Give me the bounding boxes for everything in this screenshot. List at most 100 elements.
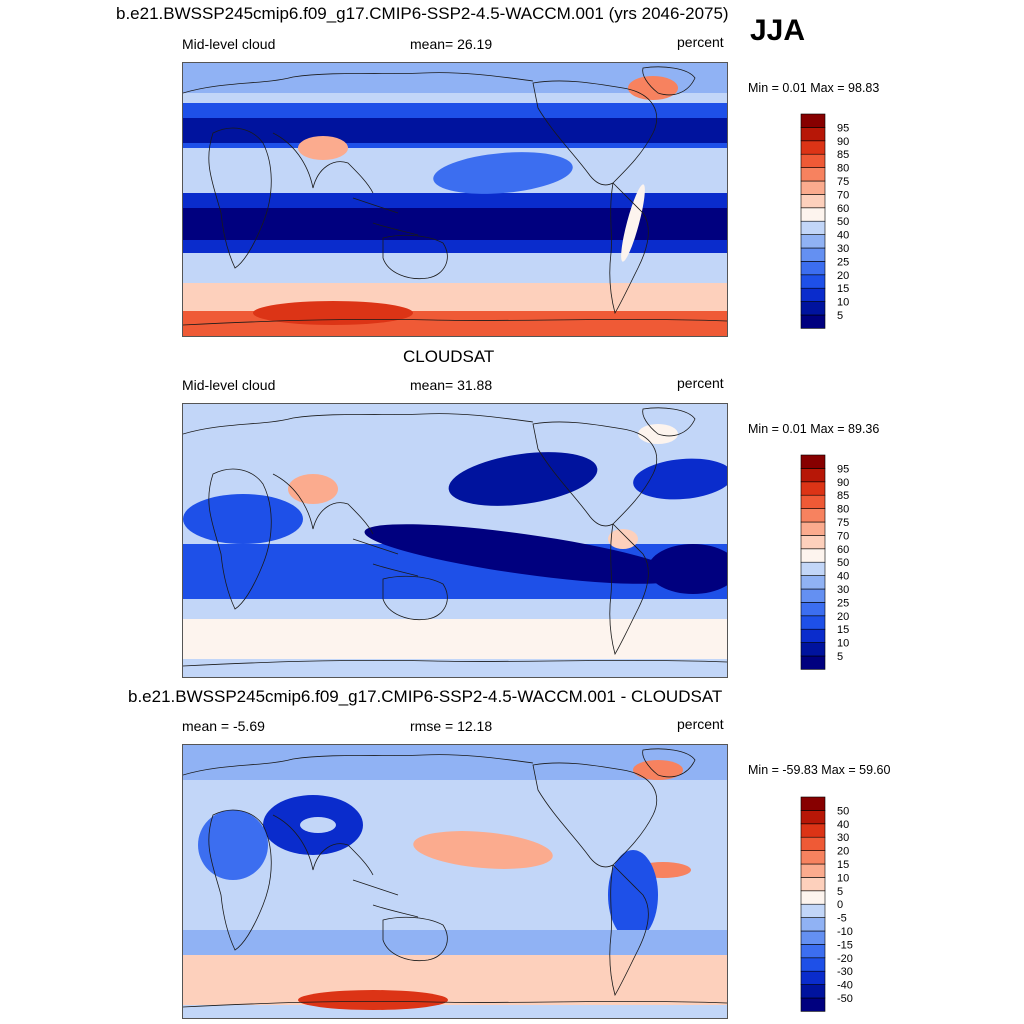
panel3-mean-label: mean = -5.69	[182, 718, 265, 734]
panel2-colorbar-box	[800, 494, 826, 509]
panel2-colorbar-box	[800, 655, 826, 670]
panel1-colorbar-tick-label: 80	[837, 163, 849, 175]
panel3-colorbar-tick-label: 0	[837, 899, 843, 911]
panel3-colorbar-box	[800, 944, 826, 959]
panel2-colorbar-tick-label: 40	[837, 571, 849, 583]
panel3-colorbar-tick-label: 30	[837, 832, 849, 844]
panel3-colorbar-box	[800, 917, 826, 932]
panel2-colorbar-tick-label: 90	[837, 477, 849, 489]
panel1-colorbar-box	[800, 301, 826, 316]
panel3-colorbar-tick-label: 40	[837, 819, 849, 831]
panel3-colorbar-box	[800, 957, 826, 972]
panel2-colorbar-box	[800, 602, 826, 617]
panel3-colorbar-box	[800, 863, 826, 878]
panel3-colorbar-box	[800, 930, 826, 945]
panel1-colorbar-box	[800, 167, 826, 182]
panel1-minmax: Min = 0.01 Max = 98.83	[748, 81, 880, 95]
panel3-colorbar-box	[800, 810, 826, 825]
panel1-colorbar-tick-label: 25	[837, 256, 849, 268]
panel3-colorbar-tick-label: 15	[837, 859, 849, 871]
panel2-colorbar-tick-label: 70	[837, 530, 849, 542]
panel1-colorbar-tick-label: 20	[837, 270, 849, 282]
panel2-colorbar-box	[800, 588, 826, 603]
field-band-southern-ocean	[183, 619, 727, 659]
field-indian-low	[183, 494, 303, 544]
panel2-variable-label: Mid-level cloud	[182, 377, 276, 393]
panel3-colorbar-box	[800, 823, 826, 838]
panel2-colorbar-tick-label: 75	[837, 517, 849, 529]
panel2-map	[182, 403, 728, 678]
field-antarctic-max	[253, 301, 413, 325]
field-band-tropics-core	[183, 208, 727, 240]
field-atlantic-low	[648, 544, 727, 594]
panel2-colorbar-box	[800, 561, 826, 576]
panel2-colorbar-box	[800, 468, 826, 483]
panel3-minmax: Min = -59.83 Max = 59.60	[748, 763, 891, 777]
panel3-colorbar-tick-label: -15	[837, 939, 853, 951]
coastline-outlines	[183, 748, 727, 1008]
field-africa-negative	[198, 810, 268, 880]
panel1-colorbar-box	[800, 234, 826, 249]
panel3-colorbar-tick-label: -20	[837, 953, 853, 965]
panel2-minmax: Min = 0.01 Max = 89.36	[748, 422, 880, 436]
field-pacific-band	[433, 152, 573, 194]
panel1-colorbar-tick-label: 10	[837, 297, 849, 309]
panel1-colorbar-box	[800, 314, 826, 329]
panel3-colorbar-box	[800, 997, 826, 1012]
panel2-colorbar-tick-label: 95	[837, 463, 849, 475]
panel3-contour-field	[183, 745, 727, 1018]
panel3-colorbar-tick-label: 50	[837, 805, 849, 817]
panel2-colorbar-tick-label: 5	[837, 651, 843, 663]
coastline-outlines	[183, 407, 727, 667]
panel2-colorbar-tick-label: 85	[837, 490, 849, 502]
panel1-colorbar-tick-label: 50	[837, 216, 849, 228]
panel3-rmse-label: rmse = 12.18	[410, 718, 493, 734]
panel1-colorbar-tick-label: 70	[837, 189, 849, 201]
field-band-nh-core	[183, 118, 727, 143]
field-antarctic-positive	[298, 990, 448, 1010]
panel3-colorbar-tick-label: -10	[837, 926, 853, 938]
panel2-colorbar-box	[800, 575, 826, 590]
panel3-title: b.e21.BWSSP245cmip6.f09_g17.CMIP6-SSP2-4…	[128, 687, 723, 706]
panel1-colorbar-box	[800, 261, 826, 276]
panel1-colorbar-box	[800, 153, 826, 168]
panel3-colorbar-tick-label: -30	[837, 966, 853, 978]
field-band-sh-negative	[183, 930, 727, 955]
panel2-colorbar-box	[800, 508, 826, 523]
panel1-colorbar-tick-label: 95	[837, 122, 849, 134]
field-greenland-positive	[633, 760, 683, 780]
season-label: JJA	[750, 14, 806, 47]
panel1-mean-label: mean= 26.19	[410, 36, 493, 52]
panel3-colorbar-box	[800, 984, 826, 999]
panel2-colorbar-box	[800, 481, 826, 496]
panel1-colorbar-tick-label: 75	[837, 176, 849, 188]
panel2-colorbar-tick-label: 20	[837, 611, 849, 623]
panel1-units-label: percent	[677, 34, 724, 50]
field-greenland-max	[628, 76, 678, 100]
panel2-colorbar: 5 10 15 20 25 30 40 50 60 70 75 80 85 90 95	[800, 454, 861, 670]
field-band-antarctic	[183, 662, 727, 677]
panel1-colorbar-box	[800, 274, 826, 289]
panel3-colorbar-tick-label: -5	[837, 913, 847, 925]
panel1-contour-field	[183, 63, 727, 336]
field-pacific-low	[364, 524, 682, 584]
panel2-colorbar-box	[800, 521, 826, 536]
panel1-colorbar-tick-label: 15	[837, 283, 849, 295]
panel2-colorbar-tick-label: 80	[837, 504, 849, 516]
field-andes-streak	[621, 184, 645, 262]
field-tibet-positive	[300, 817, 336, 833]
panel2-colorbar-box	[800, 454, 826, 469]
panel1-colorbar-tick-label: 5	[837, 310, 843, 322]
panel1-colorbar: 5 10 15 20 25 30 40 50 60 70 75 80 85 90 95	[800, 113, 861, 329]
panel1-colorbar-tick-label: 40	[837, 230, 849, 242]
panel1-colorbar-box	[800, 194, 826, 209]
panel1-colorbar-tick-label: 60	[837, 203, 849, 215]
panel2-colorbar-box	[800, 535, 826, 550]
field-band-southern-ocean	[183, 955, 727, 1005]
panel3-colorbar-box	[800, 903, 826, 918]
panel3-colorbar: -50 -40 -30 -20 -15 -10 -5 0 5 10 15 20 30 40 50	[800, 796, 861, 1012]
panel1-colorbar-box	[800, 113, 826, 128]
panel1-colorbar-box	[800, 180, 826, 195]
panel2-colorbar-tick-label: 30	[837, 584, 849, 596]
panel3-colorbar-box	[800, 970, 826, 985]
